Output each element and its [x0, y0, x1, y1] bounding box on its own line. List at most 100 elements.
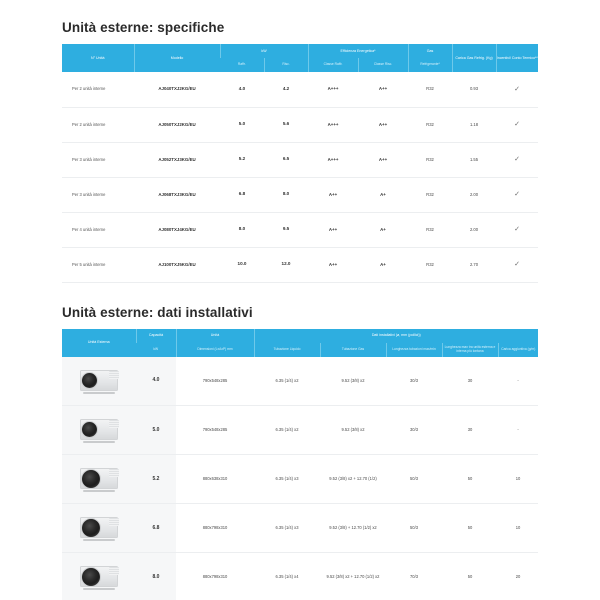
cell-unita-esterna-image [62, 356, 136, 406]
cell-carica-gas: 2.00 [452, 177, 497, 213]
cell-lunghezza-max: 50 [442, 454, 498, 504]
cell-lunghezza-max: 30 [442, 356, 498, 406]
cell-classe-risc: A++ [358, 72, 409, 108]
cell-unita-esterna-image [62, 454, 136, 504]
cell-gas: R32 [408, 107, 453, 143]
cell-tubazione-liquido: 6.35 (1/4) x4 [254, 552, 320, 600]
cell-capacita: 5.0 [136, 405, 176, 455]
table-row: Per 2 unità interne AJ050TXJ2KG/EU 5.0 5.6 A… [62, 107, 539, 143]
cell-carica-aggiuntiva: 10 [498, 454, 539, 504]
table-specifiche: N° Unità Modello kW Efficienza Energetic… [62, 44, 539, 283]
cell-capacita: 5.2 [136, 454, 176, 504]
cell-incentivi-check: ✓ [496, 212, 539, 248]
cell-carica-gas: 1.18 [452, 107, 497, 143]
cell-lunghezza-tubazioni: 30/3 [386, 356, 442, 406]
th-tubazione-liquido: Tubazione Liquido [253, 342, 320, 357]
cell-unita-esterna-image [62, 405, 136, 455]
th-refrigerante: Refrigerante* [407, 58, 453, 72]
th-incentivi: Incentivi/ Conto Termico** [495, 44, 539, 72]
cell-classe-risc: A++ [358, 107, 409, 143]
cell-kw-risc: 8.0 [264, 177, 309, 213]
cell-lunghezza-max: 50 [442, 503, 498, 553]
table-row: Per 5 unità interne AJ100TXJ5KG/EU 10.0 12.… [62, 247, 539, 283]
cell-carica-aggiuntiva: - [498, 405, 539, 455]
table2-header-row-2: kW Dimensioni (LxAxP) mm Tubazione Liqui… [62, 342, 539, 357]
cell-classe-risc: A+ [358, 212, 409, 248]
th-group-efficienza: Efficienza Energetica* [307, 44, 409, 58]
th-carica-gas: Carica Gas Refrig. (Kg) [451, 44, 497, 72]
table-row: 5.2 880x638x310 6.35 (1/4) x3 9.52 (3/8) x2… [62, 454, 539, 504]
table-specifiche-head: N° Unità Modello kW Efficienza Energetic… [62, 44, 539, 72]
cell-carica-gas: 2.00 [452, 212, 497, 248]
cell-lunghezza-tubazioni: 30/3 [386, 405, 442, 455]
cell-numero-unita: Per 3 unità interne [62, 142, 134, 178]
cell-incentivi-check: ✓ [496, 142, 539, 178]
th-group-dati-installativi: Dati installativi (ø, mm (pollici)) [253, 328, 539, 343]
cell-kw-raffr: 8.0 [220, 212, 264, 248]
table-header-row-2: Raffr. Risc. Classe Raffr. Classe Risc. … [62, 58, 538, 72]
th-group-kw: kW [219, 44, 309, 58]
table-row: 8.0 880x798x310 6.35 (1/4) x4 9.52 (3/8) x2… [62, 552, 539, 600]
outdoor-unit-small-icon [76, 415, 122, 445]
table-row: Per 3 unità interne AJ068TXJ3KG/EU 6.8 8.0 A… [62, 177, 539, 213]
cell-tubazione-gas: 9.52 (3/8) x2 + 12.70 (1/2) [320, 454, 386, 504]
cell-kw-raffr: 5.2 [220, 142, 264, 178]
cell-dimensioni: 790x548x285 [176, 356, 254, 406]
cell-carica-aggiuntiva: 10 [498, 503, 539, 553]
cell-numero-unita: Per 2 unità interne [62, 72, 134, 108]
section-specifiche: Unità esterne: specifiche N° Unità Model… [0, 0, 600, 283]
cell-modello: AJ050TXJ2KG/EU [134, 107, 220, 143]
cell-capacita: 4.0 [136, 356, 176, 406]
cell-tubazione-gas: 9.52 (3/8) x2 [320, 356, 386, 406]
table-dati-head: Unità Esterna Capacità Unità Dati instal… [62, 328, 539, 357]
cell-dimensioni: 880x638x310 [176, 454, 254, 504]
cell-modello: AJ100TXJ5KG/EU [134, 247, 220, 283]
th-kw-risc: Risc. [263, 58, 309, 72]
cell-unita-esterna-image [62, 552, 136, 600]
th-classe-risc: Classe Risc. [357, 58, 409, 72]
cell-numero-unita: Per 3 unità interne [62, 177, 134, 213]
th-kw-raffr: Raffr. [220, 58, 264, 72]
cell-classe-risc: A+ [358, 247, 409, 283]
cell-classe-risc: A++ [358, 142, 409, 178]
cell-classe-raffr: A+++ [308, 142, 359, 178]
cell-incentivi-check: ✓ [496, 177, 539, 213]
table-row: Per 3 unità interne AJ052TXJ3KG/EU 5.2 6.5 A… [62, 142, 539, 178]
cell-capacita: 8.0 [136, 552, 176, 600]
outdoor-unit-medium-icon [76, 513, 122, 543]
th-tubazione-gas: Tubazione Gas [319, 342, 386, 357]
cell-kw-raffr: 4.0 [220, 72, 264, 108]
table-dati-body: 4.0 790x548x285 6.35 (1/4) x2 9.52 (3/8) x2… [62, 356, 539, 600]
table-row: 5.0 790x548x285 6.35 (1/4) x2 9.52 (3/8) x2… [62, 405, 539, 455]
cell-kw-risc: 6.5 [264, 142, 309, 178]
th-capacita-unit: kW [136, 342, 176, 357]
th-unita-esterna: Unità Esterna [62, 328, 136, 357]
th-lunghezza-max: Lunghezza max tra unità esterna e intern… [441, 342, 498, 357]
outdoor-unit-medium-icon [76, 464, 122, 494]
cell-numero-unita: Per 2 unità interne [62, 107, 134, 143]
cell-lunghezza-max: 30 [442, 405, 498, 455]
cell-incentivi-check: ✓ [496, 72, 539, 108]
outdoor-unit-small-icon [76, 366, 122, 396]
cell-kw-raffr: 5.0 [220, 107, 264, 143]
cell-tubazione-gas: 9.52 (3/8) x2 [320, 405, 386, 455]
cell-tubazione-liquido: 6.35 (1/4) x2 [254, 405, 320, 455]
th-classe-raffr: Classe Raffr. [307, 58, 359, 72]
cell-kw-risc: 5.6 [264, 107, 309, 143]
cell-tubazione-gas: 9.52 (3/8) + 12.70 (1/2) x2 [320, 503, 386, 553]
cell-classe-raffr: A++ [308, 177, 359, 213]
th-numero-unita: N° Unità [62, 44, 134, 72]
cell-kw-raffr: 6.8 [220, 177, 264, 213]
cell-classe-raffr: A++ [308, 247, 359, 283]
cell-dimensioni: 880x798x310 [176, 552, 254, 600]
cell-lunghezza-tubazioni: 50/3 [386, 503, 442, 553]
th-dimensioni: Dimensioni (LxAxP) mm [175, 342, 254, 357]
cell-gas: R32 [408, 142, 453, 178]
cell-gas: R32 [408, 212, 453, 248]
cell-lunghezza-tubazioni: 70/3 [386, 552, 442, 600]
th-capacita: Capacità [135, 328, 176, 343]
cell-kw-risc: 12.0 [264, 247, 309, 283]
cell-unita-esterna-image [62, 503, 136, 553]
cell-classe-raffr: A+++ [308, 107, 359, 143]
